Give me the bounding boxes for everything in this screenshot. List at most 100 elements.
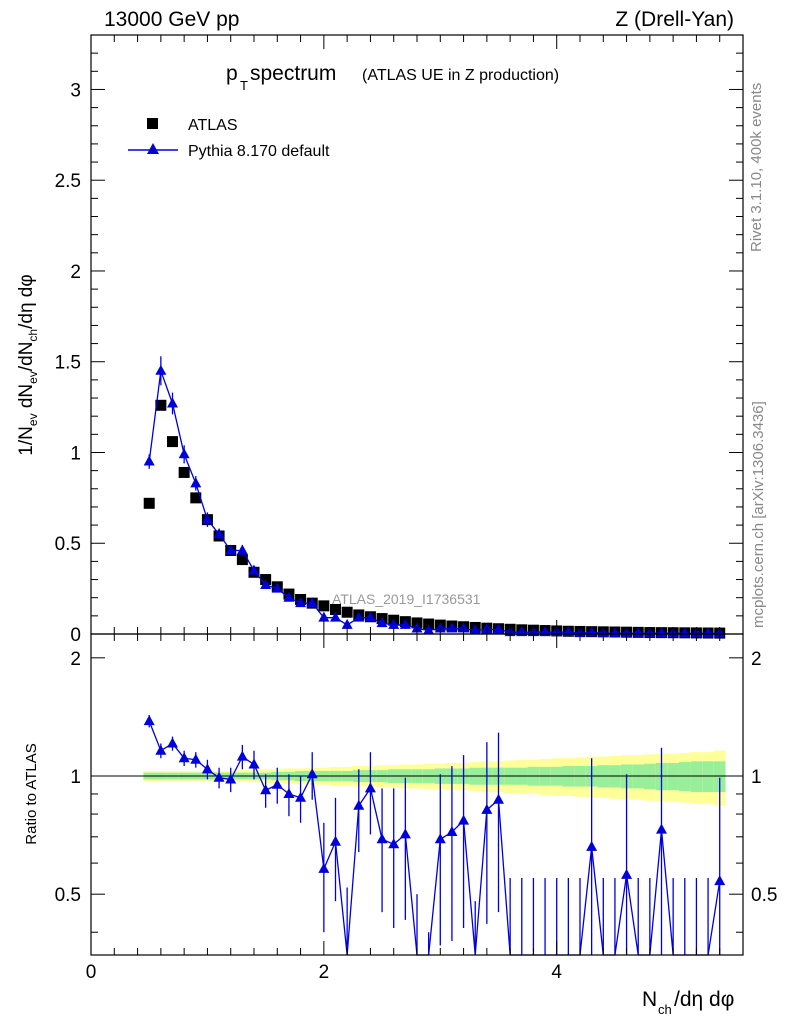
ratio-y-tick-label: 1 [70,767,81,788]
pythia-point [679,627,691,638]
ratio-point [295,791,307,802]
pythia-point [260,578,272,589]
atlas-point [178,466,190,478]
ratio-point [434,833,446,844]
analysis-watermark: ATLAS_2019_I1736531 [332,591,481,607]
ratio-point [190,753,202,764]
legend-atlas-marker [147,118,158,129]
ratio-point [201,763,213,774]
pythia-point [295,597,307,608]
ratio-point [353,799,365,810]
ratio-point [376,833,388,844]
ratio-point [656,823,667,834]
main-y-tick-label: 0 [70,625,81,646]
chart-title-note: (ATLAS UE in Z production) [362,67,559,84]
atlas-point [155,399,167,411]
ratio-point [248,758,260,769]
atlas-point [318,600,330,612]
x-tick-label: 0 [86,962,97,983]
main-y-tick-label: 3 [70,80,81,101]
atlas-point [236,554,248,566]
process-label: Z (Drell-Yan) [615,8,734,31]
pythia-point [493,623,504,634]
ratio-point [306,768,318,779]
pythia-point [423,624,435,635]
x-tick-label: 4 [551,962,562,983]
pythia-point [388,618,400,629]
ratio-panel-data [91,715,743,956]
pythia-point [399,618,411,629]
x-axis-label-subscript: ch [658,1002,672,1017]
ratio-y-axis-label: Ratio to ATLAS [23,743,40,844]
ratio-y-tick-label: 0.5 [55,885,81,906]
ratio-point [714,875,726,886]
pythia-point [318,611,330,622]
atlas-point [190,492,202,504]
pythia-point [306,597,318,608]
pythia-point [376,617,388,628]
pythia-point [609,627,621,638]
chart-title: p [226,62,238,85]
pythia-point [330,611,341,622]
pythia-point [155,364,167,375]
pythia-point [213,528,225,539]
chart-title-subscript: T [240,78,248,93]
legend-pythia-marker [147,143,159,154]
x-axis-label-rest: /dη dφ [674,988,734,1011]
pythia-point [190,477,202,488]
legend-pythia-label: Pythia 8.170 default [188,143,330,160]
pythia-point [225,544,237,555]
ratio-point [586,840,598,851]
x-tick-label: 2 [319,962,330,983]
ratio-y-tick-label-right: 2 [751,649,762,670]
chart-title-rest: spectrum [250,62,336,85]
legend-atlas-label: ATLAS [188,117,238,134]
ratio-band-inner [678,762,691,792]
pythia-point [353,611,365,622]
pythia-point [364,611,376,622]
ratio-band-inner [713,761,726,793]
ratio-point [225,773,237,784]
ratio-y-tick-label: 2 [70,649,81,670]
main-y-tick-label: 2.5 [55,171,81,192]
ratio-point [178,752,190,763]
pythia-point [143,455,155,466]
ratio-point [318,862,330,873]
ratio-point [458,814,470,825]
pythia-point [248,564,260,575]
pythia-point [283,591,295,602]
pythia-point [201,513,213,524]
main-y-tick-label: 1.5 [55,353,81,374]
ratio-band-inner [667,762,679,791]
main-y-tick-label: 1 [70,443,81,464]
axis-ticks: 0 2 4 0 0.5 1 1.5 2 2.5 3 0.5 0.5 1 1 2 2 [55,34,777,983]
energy-label: 13000 GeV pp [104,8,240,31]
ratio-point [271,778,283,789]
ratio-point [236,750,248,761]
pythia-point [341,618,353,629]
ratio-point [260,784,272,795]
pythia-point [167,397,178,408]
ratio-point [143,715,155,726]
main-y-tick-label: 2 [70,262,81,283]
ratio-point [283,787,295,798]
main-y-axis-label: 1/Nev dNev/dNch/dη dφ [16,274,40,455]
pythia-point [178,448,190,459]
panel-frames [90,34,744,956]
pythia-point [446,622,458,633]
ratio-point [213,771,225,782]
ratio-point [621,868,633,879]
pythia-point [469,624,481,635]
ratio-y-tick-label-right: 0.5 [751,885,777,906]
pythia-point [271,582,283,593]
ratio-point [167,737,178,748]
ratio-point [364,782,376,793]
ratio-point [493,793,504,804]
pythia-point [632,627,644,638]
atlas-point [341,606,353,618]
ratio-point [446,826,458,837]
ratio-y-tick-label-right: 1 [751,767,762,788]
ratio-point [330,835,341,846]
atlas-point [330,603,341,615]
